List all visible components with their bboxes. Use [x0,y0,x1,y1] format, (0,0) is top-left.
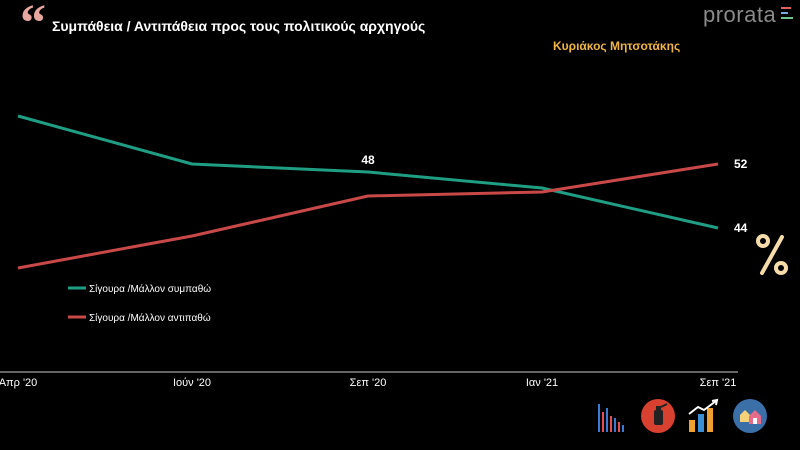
growth-chart-icon[interactable] [686,398,722,434]
brand-logo: prorata [703,2,777,27]
x-tick-label: Ιούν '20 [173,377,211,389]
percent-icon [756,234,788,275]
fire-extinguisher-icon[interactable] [640,398,676,434]
data-label: 52 [734,157,748,171]
data-label: 48 [361,153,375,167]
legend-label: Σίγουρα /Μάλλον συμπαθώ [89,283,211,295]
houses-icon[interactable] [732,398,768,434]
x-tick-label: Απρ '20 [0,377,37,389]
x-tick-label: Σεπ '20 [350,377,387,389]
x-tick-label: Ιαν '21 [526,377,558,389]
series-line-2 [17,162,719,270]
bar-chart-icon[interactable] [596,398,626,434]
leader-name: Κυριάκος Μητσοτάκης [553,39,681,53]
legend-label: Σίγουρα /Μάλλον αντιπαθώ [89,312,211,324]
x-tick-label: Σεπ '21 [700,377,737,389]
brand-bars-icon [781,7,793,22]
quote-icon: “ [20,0,46,52]
chart-title: Συμπάθεια / Αντιπάθεια προς τους πολιτικ… [52,18,426,34]
data-label: 44 [734,221,748,235]
